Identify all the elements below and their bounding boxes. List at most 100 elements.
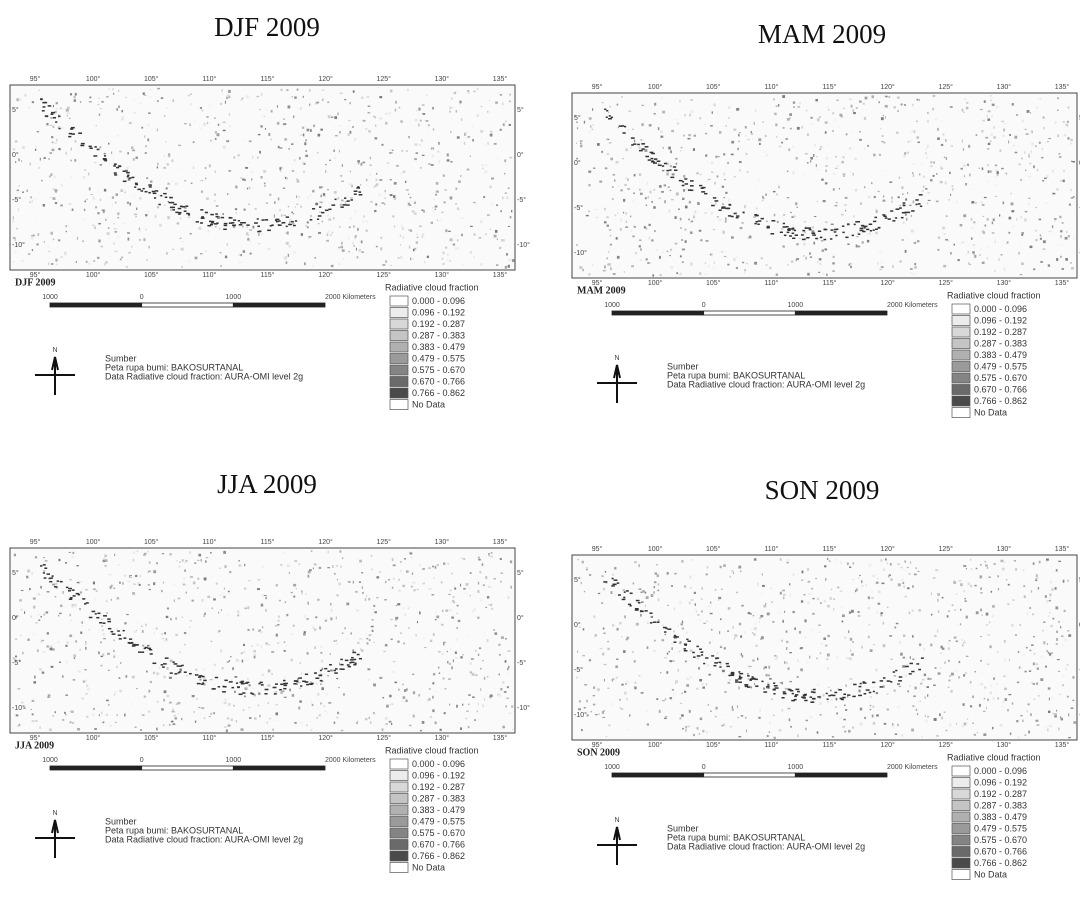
speckle [73,679,76,680]
legend-item: 0.383 - 0.479 [412,805,465,815]
speckle [707,664,709,667]
speckle [114,694,115,696]
speckle [648,196,649,198]
speckle [612,574,615,576]
coast-speckle [199,675,202,677]
speckle [971,227,973,229]
speckle [1012,103,1014,106]
coast-speckle [173,661,175,663]
speckle [379,179,382,181]
speckle [313,125,315,128]
speckle [508,226,510,227]
speckle [782,247,784,248]
speckle [813,598,815,599]
speckle [998,258,1000,261]
panel-title: MAM 2009 [758,19,886,49]
speckle [980,609,982,612]
speckle [495,632,498,635]
speckle [1062,684,1063,686]
speckle [682,107,683,110]
speckle [625,683,627,685]
speckle [836,712,838,714]
coast-speckle [630,593,633,595]
speckle [502,107,504,109]
coast-speckle [648,159,651,161]
speckle [746,135,747,136]
speckle [147,645,149,647]
speckle [279,147,282,149]
speckle [341,199,343,201]
speckle [631,147,632,148]
speckle [360,648,361,650]
speckle [327,233,328,236]
coast-speckle [346,204,350,206]
coast-speckle [160,195,162,197]
coast-speckle [71,133,75,135]
speckle [720,618,722,619]
speckle [961,168,963,170]
speckle [746,171,749,173]
speckle [1015,634,1017,636]
lat-label: 0° [574,159,581,167]
lon-label: 120° [318,734,333,742]
speckle [685,729,686,732]
speckle [458,620,460,622]
lon-label: 100° [648,83,663,91]
speckle [964,598,966,599]
speckle [1031,130,1032,133]
speckle [204,717,206,718]
speckle [55,192,56,193]
coast-speckle [803,695,806,697]
speckle [443,563,445,565]
speckle [724,691,726,693]
coast-speckle [667,628,671,630]
speckle [362,162,365,164]
speckle [55,596,57,597]
speckle [454,247,457,250]
speckle [162,638,164,639]
speckle [378,205,381,206]
speckle [359,581,361,582]
speckle [670,266,673,268]
speckle [879,252,882,254]
speckle [616,628,618,631]
speckle [1062,645,1064,646]
coast-speckle [216,216,219,218]
speckle [402,227,403,230]
speckle [820,714,822,715]
speckle [483,632,486,634]
speckle [680,218,682,221]
speckle [1021,263,1024,265]
coast-speckle [319,206,321,208]
speckle [616,161,619,164]
speckle [827,605,830,608]
speckle [467,91,470,94]
speckle [471,658,474,660]
speckle [392,587,393,589]
speckle [609,229,611,231]
speckle [94,162,96,163]
speckle [488,555,490,557]
speckle [901,186,903,189]
speckle [215,138,217,140]
speckle [769,678,772,680]
speckle [422,638,425,639]
speckle [108,704,109,706]
speckle [501,239,502,242]
speckle [744,272,745,274]
speckle [314,628,316,631]
speckle [465,132,467,134]
speckle [945,182,947,185]
coast-speckle [89,148,92,150]
lon-label: 135° [493,271,508,279]
speckle [812,613,815,615]
speckle [207,596,210,598]
legend-item: 0.192 - 0.287 [412,782,465,792]
speckle [1064,610,1066,612]
speckle [1071,708,1074,709]
speckle [195,669,197,671]
speckle [999,214,1000,216]
speckle [177,702,180,704]
speckle [874,733,875,735]
speckle [305,225,307,227]
